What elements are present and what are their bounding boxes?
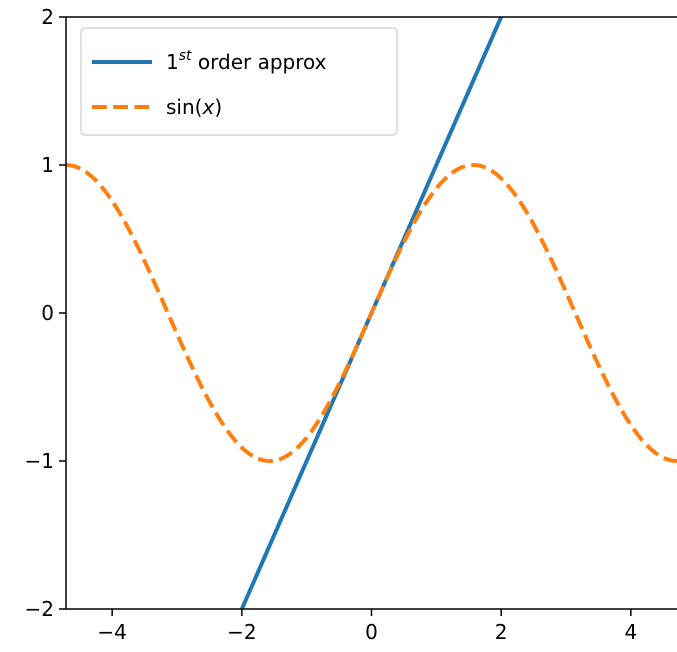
legend-label-sine-base: sin( <box>166 95 202 119</box>
y-tick-label: −2 <box>25 597 54 621</box>
x-tick-label: 4 <box>624 620 637 644</box>
series-layer <box>66 17 677 609</box>
legend-label-linear-rest: order approx <box>192 50 327 74</box>
y-tick-label: 2 <box>41 5 54 29</box>
x-tick-label: 0 <box>365 620 378 644</box>
series-sine <box>66 162 677 464</box>
legend-label-sine-italic: x <box>201 95 214 119</box>
legend: 1st order approx sin(x) <box>80 27 398 136</box>
y-tick-label: 1 <box>41 153 54 177</box>
ticks-layer: −4 −2 0 2 4 −2 −1 0 1 2 <box>25 5 638 644</box>
y-tick-label: 0 <box>41 301 54 325</box>
legend-label-linear-base: 1 <box>166 50 179 74</box>
x-tick-label: −2 <box>227 620 256 644</box>
legend-label-sine-rest: ) <box>214 95 222 119</box>
legend-frame <box>80 27 398 136</box>
legend-label-sine: sin(x) <box>166 95 222 119</box>
legend-label-linear-sup: st <box>179 48 192 64</box>
x-tick-label: −4 <box>97 620 126 644</box>
y-tick-label: −1 <box>25 449 54 473</box>
legend-label-linear: 1st order approx <box>166 48 327 74</box>
x-tick-label: 2 <box>495 620 508 644</box>
